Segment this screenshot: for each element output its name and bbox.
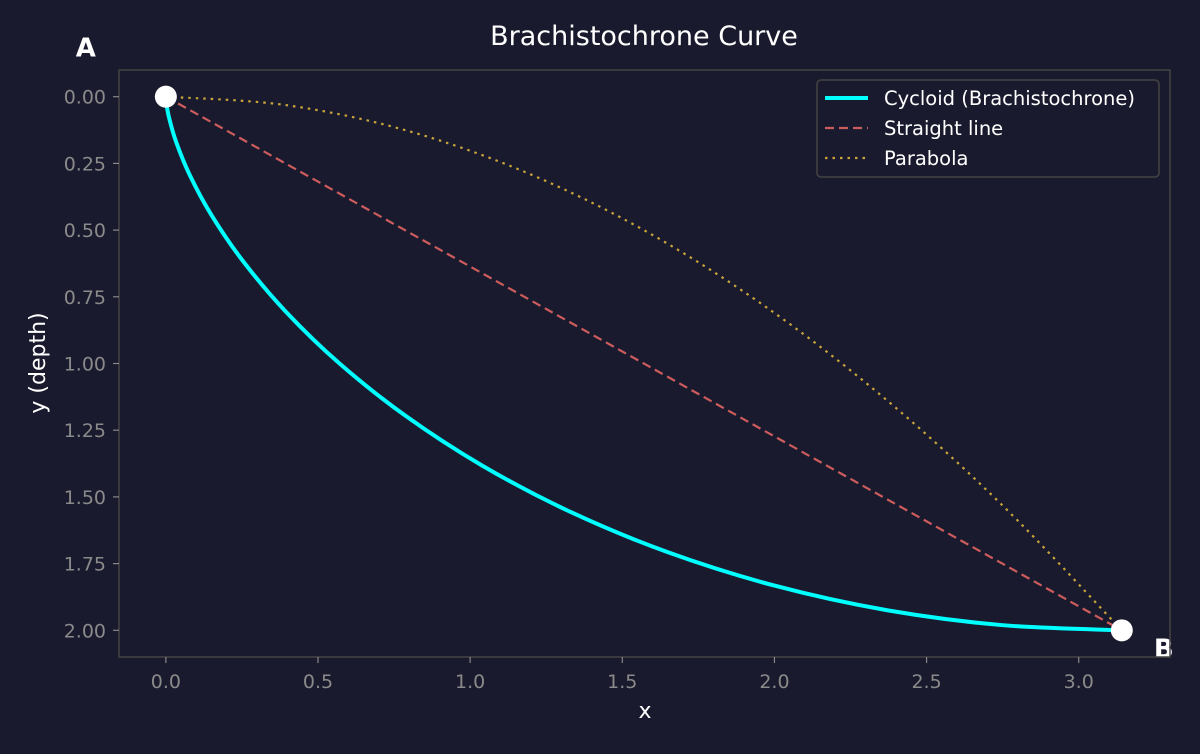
y-tick-label: 0.25 [64,153,106,175]
y-tick-label: 1.75 [64,554,106,576]
y-tick-label: 0.75 [64,287,106,309]
x-axis-label: x [638,699,651,724]
point-marker-b [1110,619,1133,642]
y-axis-label: y (depth) [26,312,51,413]
legend: Cycloid (Brachistochrone) Straight line Pa… [816,79,1160,178]
point-label-a: A [76,34,96,64]
series-line-cycloid-brachistochrone [163,96,1122,633]
point-marker-a [154,85,177,108]
legend-label: Parabola [884,147,968,170]
series-line-parabola [165,95,1123,632]
y-tick-label: 1.25 [64,420,106,442]
x-tick-label: 1.0 [455,671,485,693]
y-tick-label: 1.00 [64,354,106,376]
y-tick-label: 1.50 [64,487,106,509]
series-line-straight-line [165,95,1123,632]
x-tick-label: 1.5 [607,671,637,693]
y-tick-label: 0.50 [64,220,106,242]
x-tick-label: 2.5 [911,671,941,693]
chart-title: Brachistochrone Curve [490,21,798,52]
legend-label: Straight line [884,117,1003,140]
legend-box [816,79,1160,178]
y-tick-label: 2.00 [64,620,106,642]
legend-label: Cycloid (Brachistochrone) [884,87,1135,110]
x-tick-label: 3.0 [1064,671,1094,693]
y-tick-label: 0.00 [64,87,106,109]
x-tick-label: 0.0 [151,671,181,693]
x-tick-label: 2.0 [759,671,789,693]
x-tick-label: 0.5 [303,671,333,693]
